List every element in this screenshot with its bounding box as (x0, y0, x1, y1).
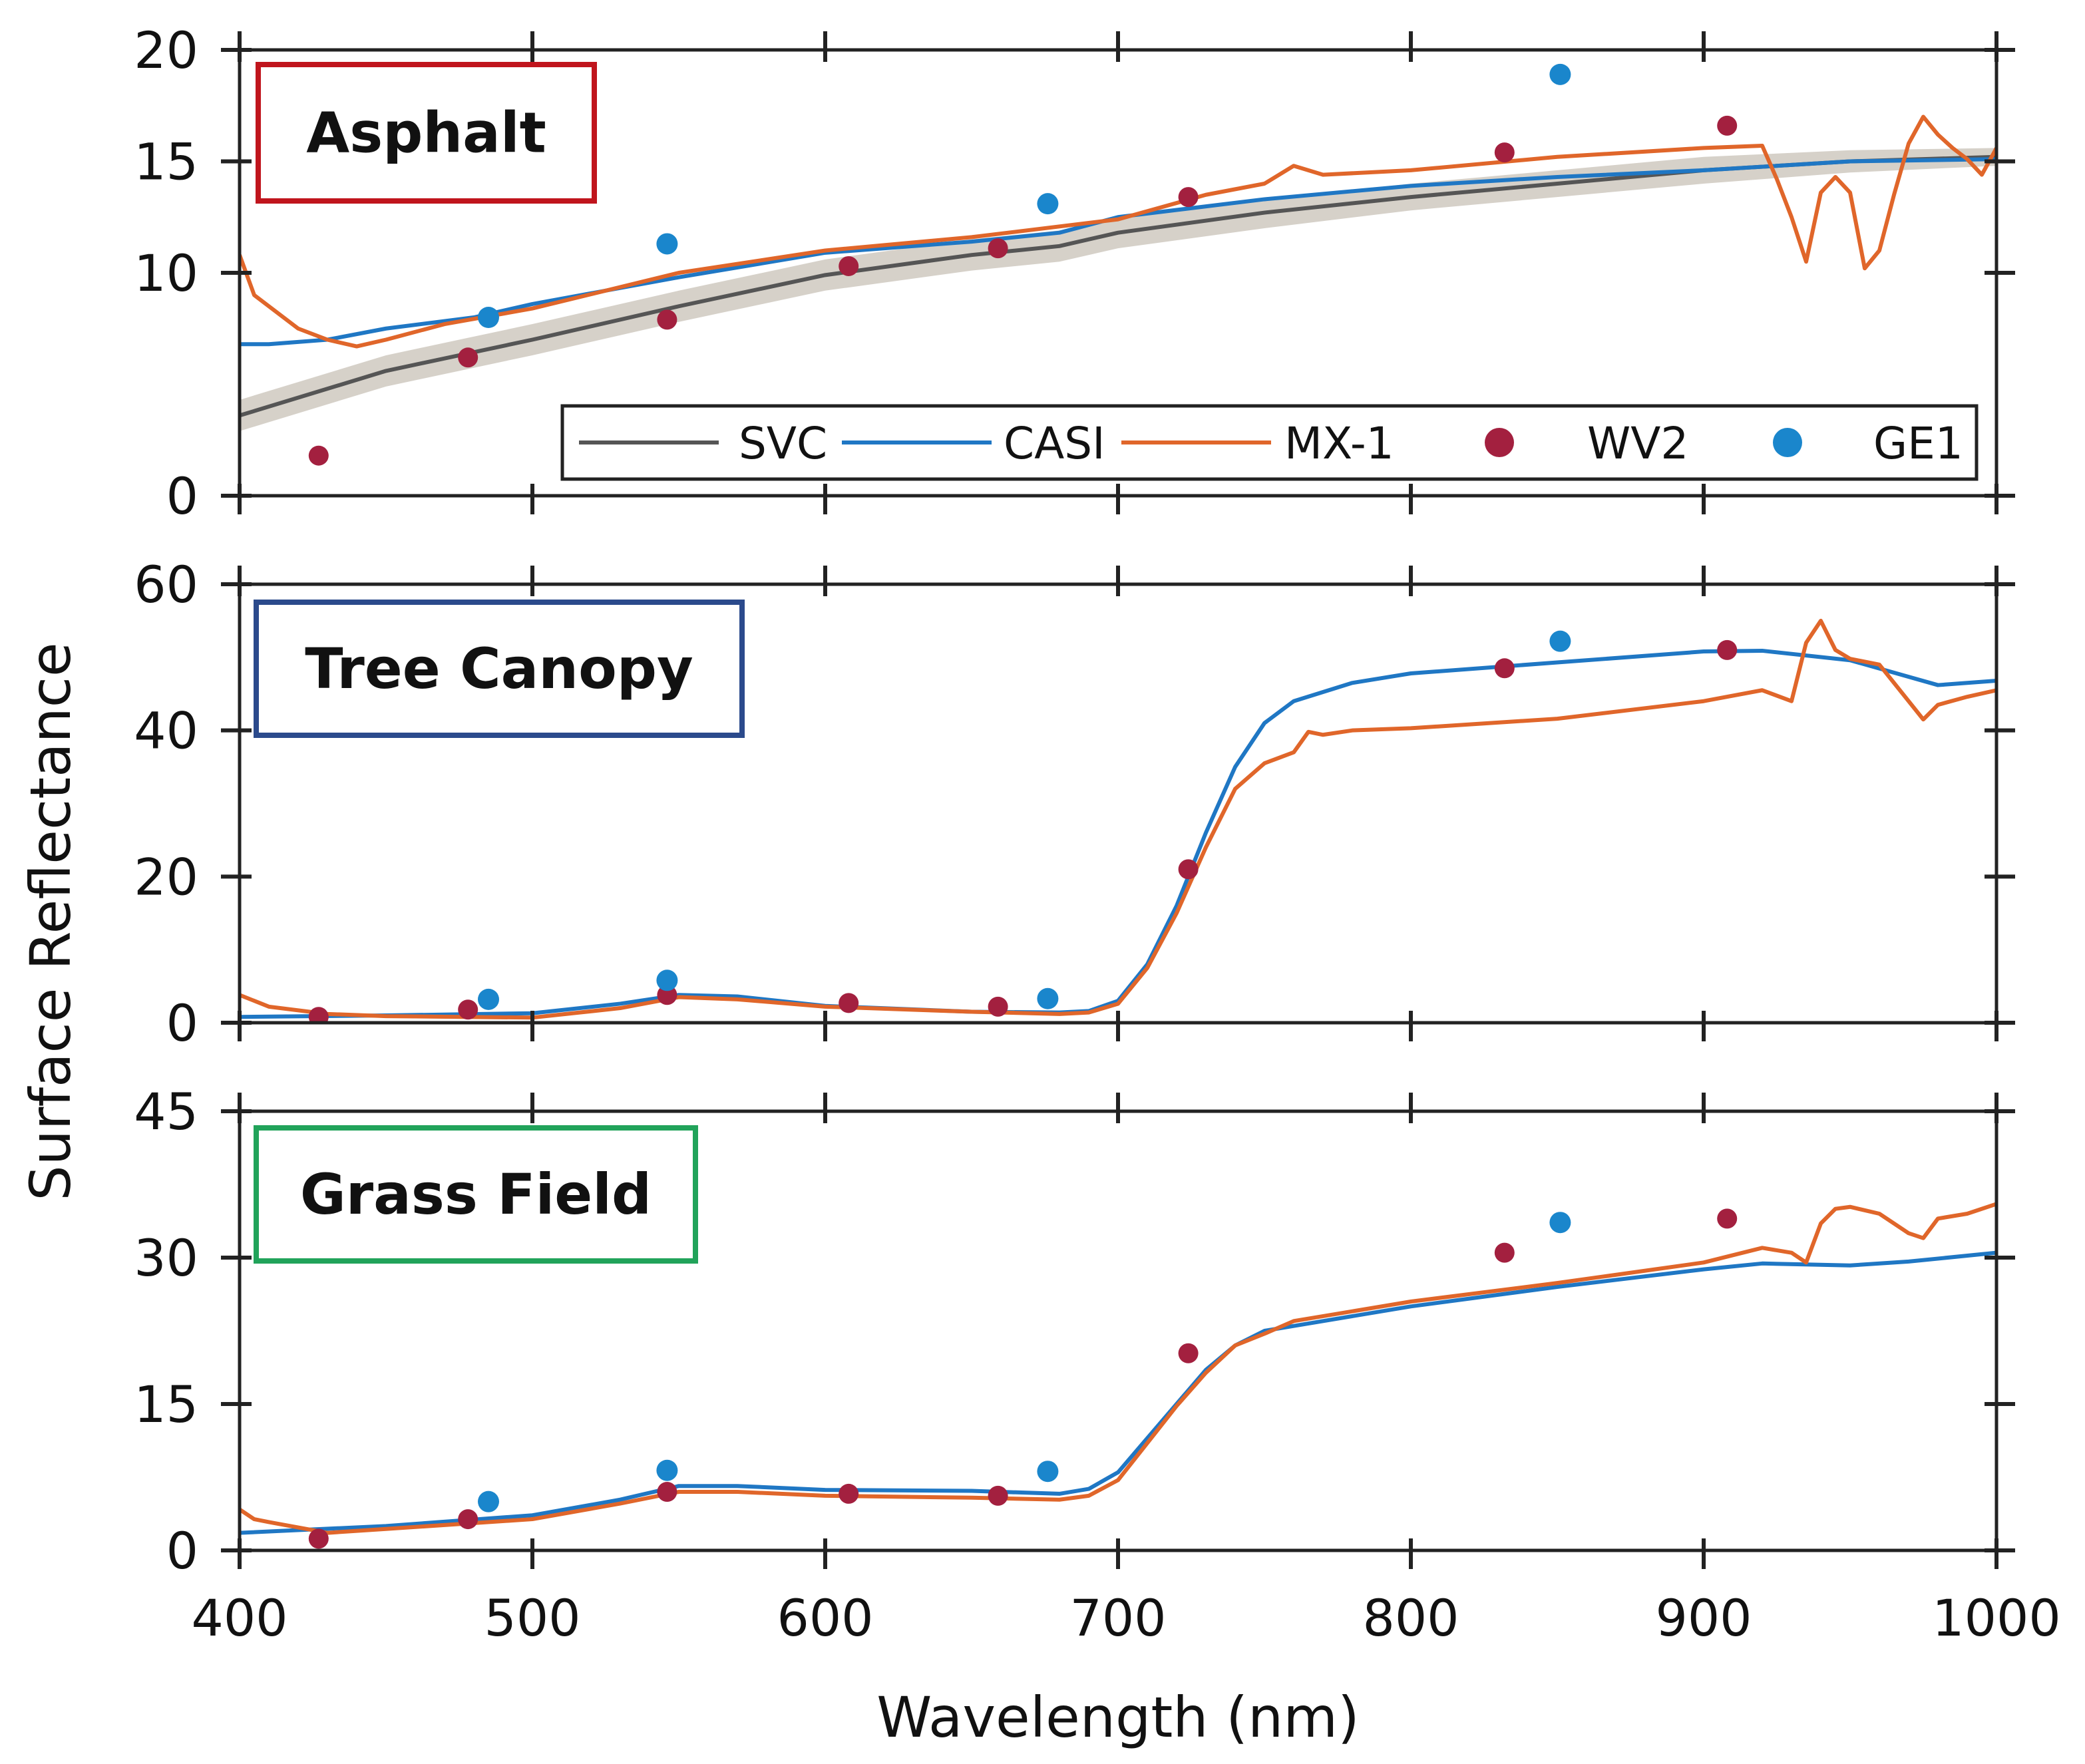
point-wv2 (839, 256, 859, 276)
point-wv2 (657, 985, 677, 1005)
x-tick-label: 500 (484, 1588, 580, 1648)
x-axis-title: Wavelength (nm) (876, 1685, 1360, 1750)
y-tick-label: 0 (166, 466, 198, 526)
point-ge1 (478, 1491, 499, 1512)
point-ge1 (656, 1459, 678, 1481)
plot-area (240, 618, 1996, 1023)
y-tick-label: 15 (134, 132, 198, 192)
panel-grass-field: 0 15 30 45 Grass Field (134, 1082, 2015, 1580)
y-tick-label: 20 (134, 21, 198, 80)
x-tick-label: 400 (191, 1588, 287, 1648)
series-line-mx-1 (240, 1202, 1996, 1535)
point-wv2 (657, 309, 677, 330)
panel-label: Asphalt (306, 100, 546, 166)
point-wv2 (839, 993, 859, 1013)
x-tick-label: 700 (1069, 1588, 1166, 1648)
legend-label-wv2: WV2 (1587, 418, 1688, 469)
point-ge1 (478, 307, 499, 328)
point-wv2 (839, 1483, 859, 1504)
series-line-mx-1 (240, 114, 1996, 349)
point-wv2 (308, 1528, 329, 1549)
legend-swatch-ge1 (1773, 428, 1802, 457)
point-wv2 (1717, 1208, 1738, 1229)
point-ge1 (1549, 1212, 1571, 1234)
x-tick-label: 800 (1362, 1588, 1459, 1648)
x-tick-label: 900 (1655, 1588, 1752, 1648)
point-wv2 (1717, 639, 1738, 660)
point-ge1 (1037, 1461, 1059, 1483)
series-line-casi (240, 157, 1996, 347)
x-tick-label: 600 (777, 1588, 873, 1648)
legend-label-casi: CASI (1004, 418, 1105, 469)
panel-label-box (254, 600, 745, 738)
legend: SVC CASI MX-1 WV2 GE1 (560, 404, 1979, 481)
y-tick-label: 60 (134, 555, 198, 614)
point-wv2 (308, 1007, 329, 1023)
panel-label: Grass Field (300, 1162, 652, 1227)
point-wv2 (1494, 1242, 1515, 1263)
panel-label: Tree Canopy (305, 636, 693, 701)
series-line-casi (240, 648, 1996, 1019)
point-wv2 (458, 999, 478, 1020)
y-tick-label: 45 (134, 1082, 198, 1141)
y-axis-title: Surface Reflectance (18, 642, 83, 1200)
point-ge1 (656, 970, 678, 991)
y-tick-label: 0 (166, 993, 198, 1053)
point-wv2 (988, 996, 1008, 1017)
y-tick-label: 0 (166, 1521, 198, 1580)
y-tick-label: 20 (134, 847, 198, 906)
panel-tree-canopy: 0 20 40 60 Tree Canopy (134, 555, 2015, 1053)
panel-asphalt: 0 10 15 20 Asphalt (134, 21, 2015, 526)
y-tick-label: 30 (134, 1228, 198, 1288)
legend-label-ge1: GE1 (1873, 418, 1963, 469)
legend-swatch-wv2 (1485, 428, 1514, 457)
point-wv2 (1494, 142, 1515, 163)
legend-label-mx-1: MX-1 (1284, 418, 1394, 469)
y-tick-label: 15 (134, 1375, 198, 1434)
legend-label-svc: SVC (739, 418, 827, 469)
point-wv2 (1178, 859, 1199, 880)
point-ge1 (1549, 63, 1571, 85)
point-wv2 (458, 1509, 478, 1530)
point-wv2 (1178, 1343, 1199, 1363)
point-ge1 (1037, 193, 1059, 215)
point-ge1 (1549, 630, 1571, 652)
point-wv2 (657, 1482, 677, 1502)
point-wv2 (458, 347, 478, 368)
point-ge1 (478, 988, 499, 1010)
plot-area (240, 63, 1996, 466)
panel-label-box (254, 1125, 698, 1264)
point-wv2 (1178, 187, 1199, 208)
point-wv2 (988, 238, 1008, 259)
point-ge1 (656, 233, 678, 255)
plot-area (240, 1202, 1996, 1549)
point-wv2 (308, 445, 329, 466)
point-wv2 (1717, 115, 1738, 136)
point-wv2 (988, 1485, 1008, 1506)
point-wv2 (1494, 658, 1515, 679)
y-tick-label: 40 (134, 701, 198, 761)
x-tick-label: 1000 (1932, 1588, 2060, 1648)
series-line-mx-1 (240, 618, 1996, 1020)
panel-label-box (256, 62, 597, 204)
point-ge1 (1037, 987, 1059, 1009)
y-tick-label: 10 (134, 244, 198, 303)
